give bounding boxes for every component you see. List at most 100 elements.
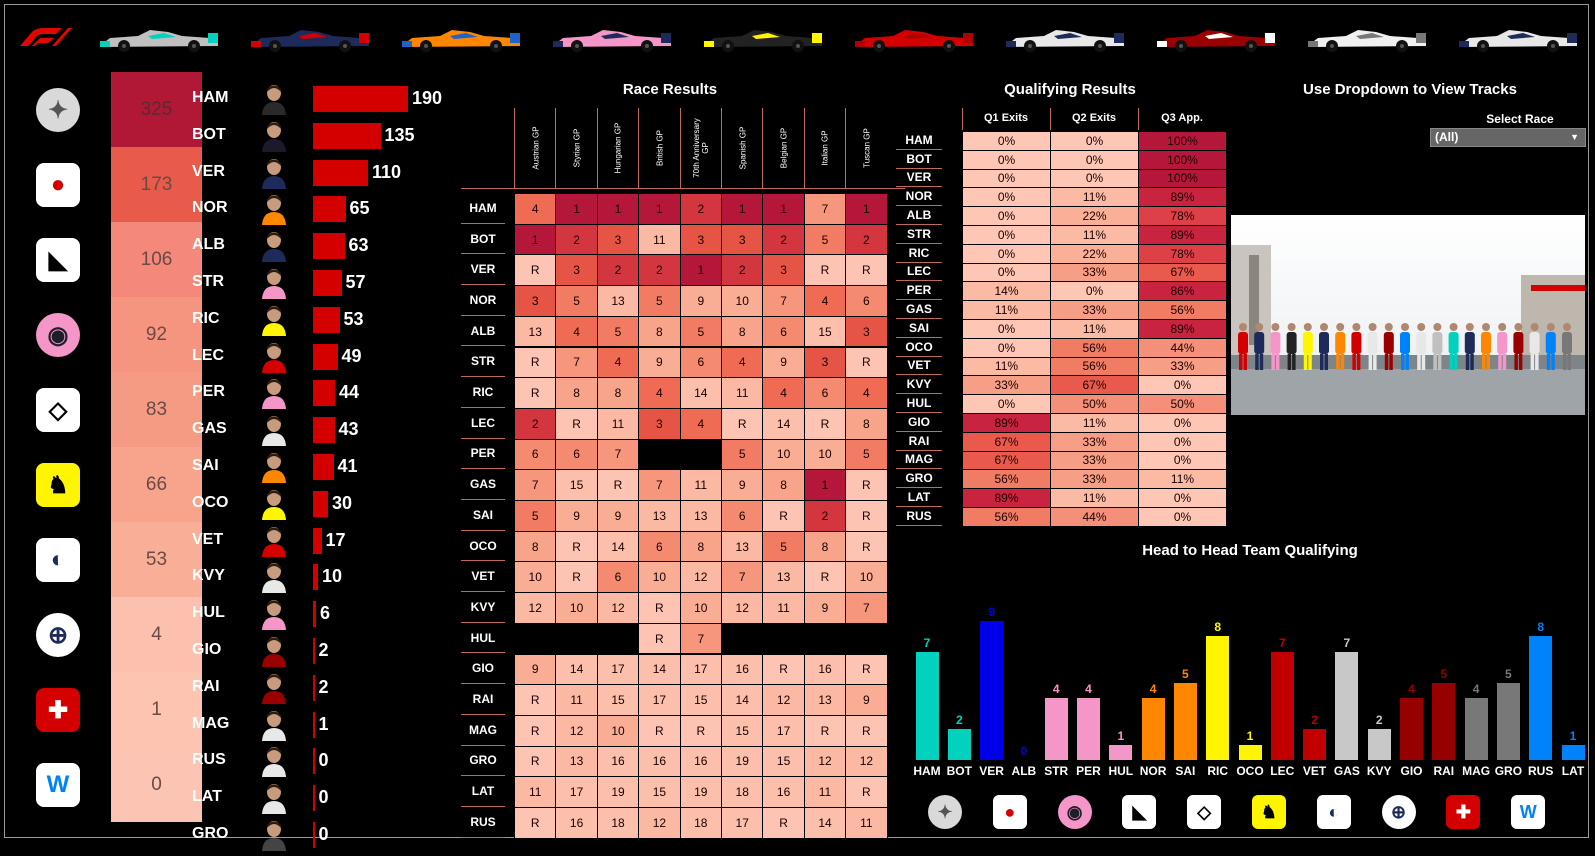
team-points-cell: 83 — [111, 372, 202, 447]
qual-row-label: HUL — [896, 394, 942, 413]
race-result-cell: 14 — [721, 684, 764, 716]
race-result-cell: 7 — [721, 561, 764, 594]
driver-points-value: 53 — [343, 308, 364, 329]
race-result-cell: 4 — [555, 315, 598, 348]
driver-points-bar — [313, 564, 318, 591]
driver-points-bar — [313, 196, 346, 223]
race-result-cell: 2 — [721, 254, 764, 287]
h2h-driver-label: RIC — [1207, 764, 1229, 778]
qual-result-cell: 0% — [962, 131, 1051, 151]
race-row-label: ALB — [461, 316, 505, 347]
race-row-label: HAM — [461, 193, 505, 224]
race-row-label: OCO — [461, 531, 505, 562]
driver-avatar — [261, 230, 287, 263]
h2h-bar — [1432, 682, 1456, 760]
h2h-bar — [1206, 636, 1230, 760]
race-result-cell: 7 — [762, 285, 805, 317]
qual-column-rule — [1138, 108, 1139, 130]
race-column-label: Italian GP — [820, 130, 830, 166]
race-result-cell: 3 — [762, 254, 805, 287]
driver-code: VET — [192, 530, 224, 548]
race-result-cell: 14 — [679, 377, 722, 409]
race-column-header: Austrian GP — [514, 108, 556, 188]
race-column-label: Spanish GP — [738, 126, 748, 170]
race-row-label: GRO — [461, 746, 505, 777]
qual-column-rule — [962, 108, 963, 130]
race-column-label: British GP — [655, 129, 665, 167]
driver-avatar — [261, 304, 287, 336]
driver-points-bar — [313, 527, 322, 554]
qual-result-cell: 67% — [1138, 262, 1227, 283]
race-result-cell: 12 — [638, 807, 681, 839]
qual-row-label: VER — [896, 169, 942, 188]
race-result-cell: 17 — [762, 714, 805, 747]
qual-result-cell: 11% — [962, 356, 1051, 377]
race-result-cell: 11 — [803, 776, 847, 808]
renault-logo-icon: ◇ — [36, 388, 80, 432]
qual-row-label: VET — [896, 357, 942, 376]
race-result-cell: 12 — [596, 592, 640, 624]
race-result-cell: 16 — [803, 653, 847, 686]
race-result-cell: 9 — [762, 346, 805, 379]
qual-column-header: Q1 Exits — [983, 112, 1029, 124]
h2h-driver-label: PER — [1076, 764, 1101, 778]
h2h-value: 8 — [1537, 620, 1545, 634]
race-result-cell: 8 — [679, 530, 722, 563]
driver-points-value: 17 — [325, 529, 346, 550]
race-result-cell: 15 — [721, 714, 764, 747]
h2h-bar — [1367, 729, 1391, 760]
qual-result-cell: 0% — [1138, 431, 1227, 452]
race-result-cell: 6 — [555, 438, 598, 471]
race-row-label: VER — [461, 254, 505, 286]
race-result-cell: 9 — [514, 653, 557, 686]
race-result-cell: 9 — [555, 500, 598, 532]
race-result-cell: 14 — [762, 407, 805, 440]
h2h-bar — [1173, 682, 1197, 760]
race-result-cell: 4 — [803, 285, 847, 317]
race-row-label: HUL — [461, 623, 505, 654]
qual-row-label: PER — [896, 281, 942, 301]
qual-row-label: NOR — [896, 187, 942, 207]
driver-points-bar — [313, 122, 381, 149]
race-result-cell: 7 — [514, 469, 557, 501]
h2h-driver-label: STR — [1044, 764, 1069, 778]
h2h-value: 4 — [1085, 682, 1092, 696]
h2h-bar — [1303, 729, 1327, 760]
race-column-header: Styrian GP — [555, 108, 597, 188]
driver-points-value: 2 — [318, 676, 329, 697]
h2h-bar — [915, 651, 939, 760]
qual-result-cell: 0% — [1050, 168, 1139, 189]
race-select-dropdown[interactable]: (All) ▼ — [1430, 128, 1586, 147]
race-result-cell: 16 — [762, 776, 805, 808]
h2h-bar — [1561, 744, 1585, 760]
driver-points-value: 1 — [318, 713, 329, 734]
driver-code: LEC — [192, 346, 224, 364]
qual-result-cell: 33% — [1050, 431, 1139, 452]
driver-points-value: 190 — [412, 88, 443, 108]
race-result-cell: 3 — [555, 254, 598, 287]
race-result-cell: 12 — [845, 745, 888, 778]
driver-code: MAG — [192, 714, 230, 732]
h2h-driver-label: HUL — [1108, 764, 1134, 778]
race-result-cell: R — [638, 622, 681, 655]
driver-points-value: 110 — [372, 161, 402, 182]
h2h-value: 4 — [1472, 682, 1480, 696]
race-result-cell: R — [845, 500, 888, 532]
h2h-value: 4 — [1149, 682, 1157, 696]
team-points-cell: 53 — [111, 522, 202, 597]
race-column-header: Italian GP — [803, 108, 846, 188]
race-result-cell: 2 — [596, 254, 640, 287]
qual-result-cell: 67% — [962, 450, 1051, 471]
qual-column-header: Q2 Exits — [1071, 112, 1117, 124]
racingpoint-logo-icon: ◉ — [1057, 795, 1092, 829]
driver-points-bar — [313, 822, 315, 848]
race-result-cell: 2 — [514, 407, 557, 440]
race-result-cell: 10 — [762, 438, 805, 471]
race-result-cell: 3 — [679, 223, 722, 256]
race-result-cell: 18 — [721, 776, 764, 808]
race-result-cell: 6 — [845, 285, 888, 317]
driver-points-bar — [313, 159, 368, 186]
driver-code: LAT — [192, 788, 222, 806]
race-result-cell: R — [762, 653, 805, 686]
race-result-cell: R — [514, 807, 557, 839]
